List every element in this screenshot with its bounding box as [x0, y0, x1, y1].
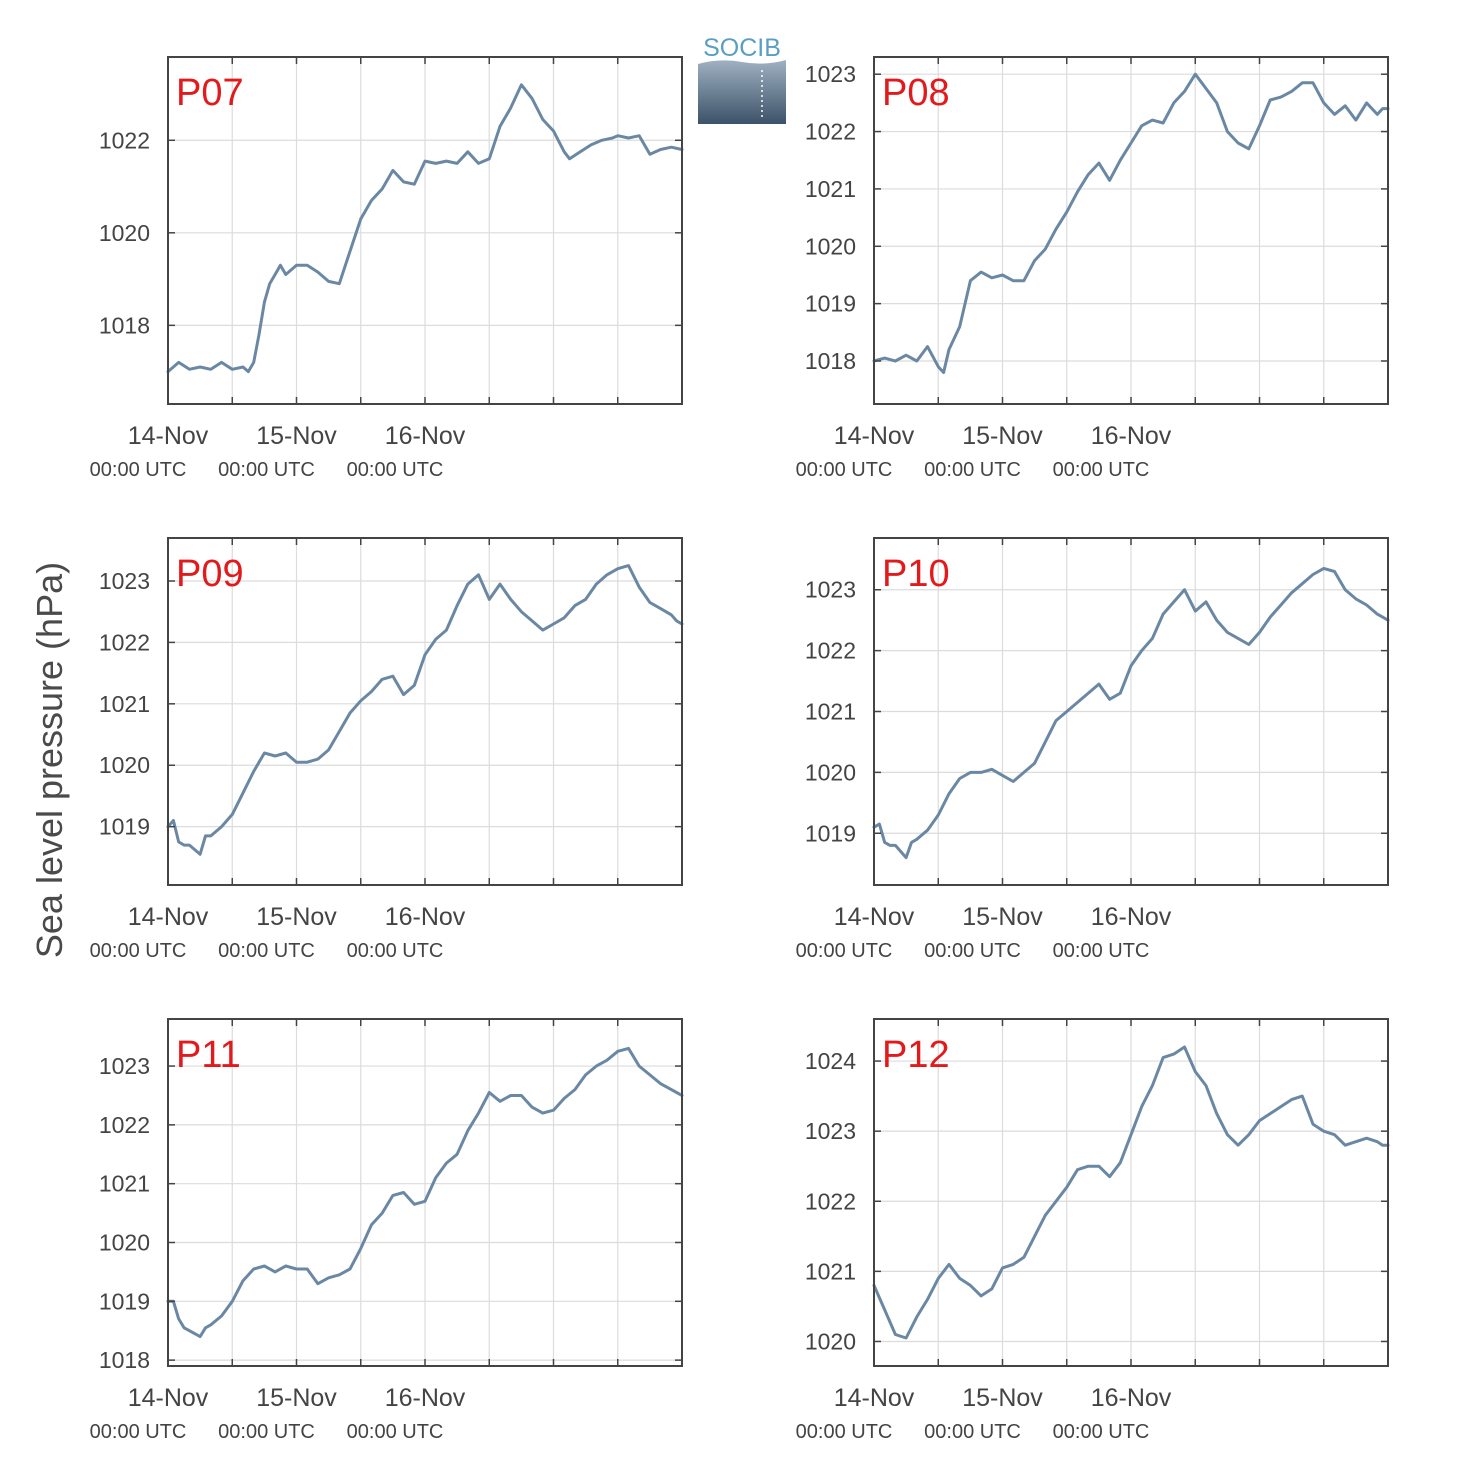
x-tick-label-date: 15-Nov [256, 1384, 337, 1412]
y-tick-label: 1022 [805, 638, 856, 664]
y-tick-label: 1023 [805, 577, 856, 603]
station-label: P08 [882, 72, 950, 114]
y-tick-label: 1020 [805, 759, 856, 785]
series-line-p12 [872, 1045, 1390, 1340]
x-tick-label-time: 00:00 UTC [90, 1421, 187, 1443]
y-tick-label: 1023 [805, 61, 856, 87]
x-tick-label-time: 00:00 UTC [924, 459, 1021, 481]
y-tick-label: 1022 [99, 1112, 150, 1138]
x-tick-label-date: 16-Nov [1091, 903, 1172, 931]
x-tick-label-time: 00:00 UTC [796, 940, 893, 962]
y-tick-label: 1018 [99, 312, 150, 338]
x-tick-label-date: 15-Nov [256, 903, 337, 931]
x-tick-label-date: 14-Nov [834, 1384, 915, 1412]
y-tick-label: 1020 [805, 233, 856, 259]
y-tick-label: 1020 [805, 1328, 856, 1354]
y-tick-label: 1024 [805, 1048, 856, 1074]
socib-logo-graphic [698, 60, 786, 124]
y-tick-label: 1022 [805, 1188, 856, 1214]
x-tick-label-time: 00:00 UTC [924, 940, 1021, 962]
x-tick-label-date: 15-Nov [962, 422, 1043, 450]
x-tick-label-time: 00:00 UTC [924, 1421, 1021, 1443]
x-tick-label-date: 14-Nov [128, 1384, 209, 1412]
y-tick-label: 1021 [805, 1258, 856, 1284]
x-tick-label-time: 00:00 UTC [218, 1421, 315, 1443]
x-tick-label-time: 00:00 UTC [218, 940, 315, 962]
socib-logo: SOCIB [696, 34, 788, 126]
y-tick-label: 1018 [805, 348, 856, 374]
series-line-p07 [166, 83, 684, 374]
y-tick-label: 1021 [99, 691, 150, 717]
y-axis-label-container: Sea level pressure (hPa) [20, 540, 80, 980]
y-tick-label: 1019 [99, 814, 150, 840]
x-tick-label-date: 14-Nov [128, 422, 209, 450]
y-tick-label: 1023 [805, 1118, 856, 1144]
y-tick-label: 1021 [805, 699, 856, 725]
y-tick-label: 1020 [99, 220, 150, 246]
x-tick-label-date: 16-Nov [385, 422, 466, 450]
y-tick-label: 1023 [99, 1053, 150, 1079]
x-tick-label-date: 16-Nov [1091, 1384, 1172, 1412]
y-tick-label: 1022 [99, 127, 150, 153]
series-line-p10 [872, 566, 1390, 860]
x-tick-label-time: 00:00 UTC [90, 940, 187, 962]
y-tick-label: 1022 [99, 629, 150, 655]
x-tick-label-date: 14-Nov [128, 903, 209, 931]
y-axis-label: Sea level pressure (hPa) [29, 561, 70, 959]
y-tick-label: 1020 [99, 752, 150, 778]
x-tick-label-date: 15-Nov [962, 1384, 1043, 1412]
series-line-p11 [166, 1046, 684, 1339]
x-tick-label-date: 16-Nov [1091, 422, 1172, 450]
x-tick-label-time: 00:00 UTC [1053, 1421, 1150, 1443]
series-line-p08 [872, 72, 1390, 374]
station-label: P12 [882, 1034, 950, 1076]
x-tick-label-time: 00:00 UTC [218, 459, 315, 481]
station-label: P07 [176, 72, 244, 114]
x-tick-label-date: 16-Nov [385, 903, 466, 931]
x-tick-label-time: 00:00 UTC [347, 459, 444, 481]
x-tick-label-time: 00:00 UTC [796, 1421, 893, 1443]
x-tick-label-date: 15-Nov [256, 422, 337, 450]
x-tick-label-date: 14-Nov [834, 422, 915, 450]
station-label: P09 [176, 553, 244, 595]
y-tick-label: 1018 [99, 1347, 150, 1373]
y-tick-label: 1022 [805, 119, 856, 145]
x-tick-label-time: 00:00 UTC [1053, 940, 1150, 962]
station-label: P11 [176, 1034, 241, 1076]
y-tick-label: 1019 [805, 291, 856, 317]
y-tick-label: 1021 [805, 176, 856, 202]
x-tick-label-date: 14-Nov [834, 903, 915, 931]
station-label: P10 [882, 553, 950, 595]
x-tick-label-time: 00:00 UTC [796, 459, 893, 481]
y-tick-label: 1023 [99, 568, 150, 594]
x-tick-label-time: 00:00 UTC [347, 940, 444, 962]
series-line-p09 [166, 564, 684, 856]
x-tick-label-time: 00:00 UTC [347, 1421, 444, 1443]
y-tick-label: 1021 [99, 1171, 150, 1197]
x-tick-label-date: 15-Nov [962, 903, 1043, 931]
x-tick-label-time: 00:00 UTC [1053, 459, 1150, 481]
x-tick-label-date: 16-Nov [385, 1384, 466, 1412]
y-tick-label: 1019 [805, 820, 856, 846]
x-tick-label-time: 00:00 UTC [90, 459, 187, 481]
y-tick-label: 1020 [99, 1229, 150, 1255]
socib-logo-text: SOCIB [703, 34, 781, 62]
y-tick-label: 1019 [99, 1288, 150, 1314]
